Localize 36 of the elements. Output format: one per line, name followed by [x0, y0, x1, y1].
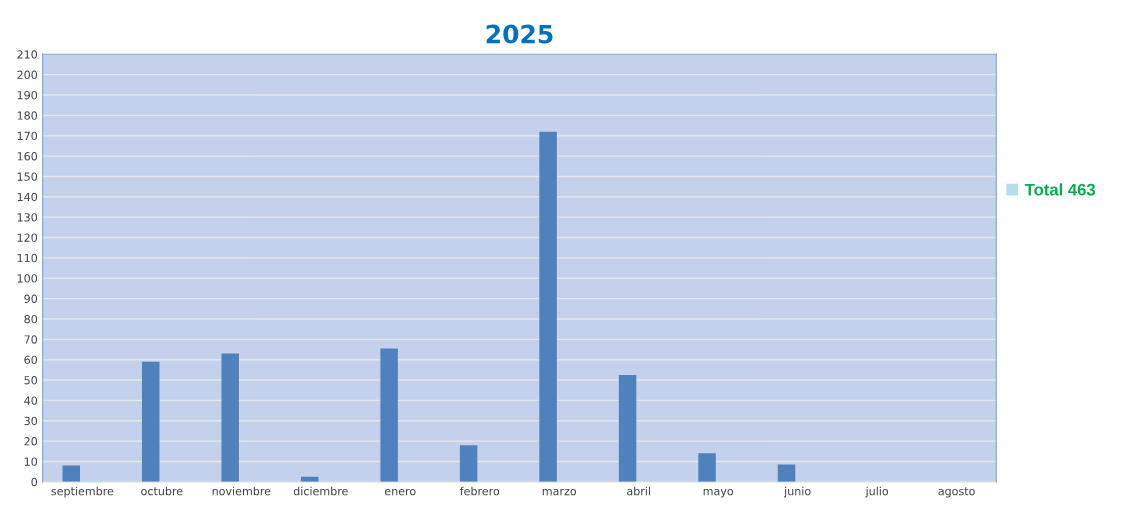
y-tick-label: 100	[17, 274, 38, 283]
y-tick-label: 30	[24, 416, 38, 426]
y-tick-label: 180	[17, 111, 38, 120]
y-tick-label: 80	[24, 314, 38, 324]
y-tick-label: 120	[17, 233, 38, 242]
x-tick-label: febrero	[459, 486, 500, 496]
y-tick-label: 110	[17, 253, 38, 263]
y-tick-label: 20	[24, 437, 38, 446]
x-tick-label: marzo	[542, 488, 577, 496]
y-tick-label: 50	[24, 376, 38, 385]
x-tick-label: noviembre	[212, 486, 271, 496]
x-tick-label: septiembre	[51, 486, 114, 498]
x-tick-label: enero	[384, 488, 416, 496]
y-tick-label: 0	[31, 477, 38, 487]
x-tick-label: agosto	[938, 487, 975, 498]
x-tick-label: mayo	[703, 488, 734, 498]
y-tick-label: 130	[17, 213, 38, 222]
x-tick-label: junio	[783, 486, 811, 498]
y-tick-label: 210	[17, 50, 38, 59]
chart-title: 2025	[486, 24, 553, 44]
x-tick-label: octubre	[141, 486, 183, 496]
x-tick-label: diciembre	[293, 486, 348, 496]
y-tick-label: 70	[24, 335, 38, 344]
x-tick-label: abril	[627, 486, 650, 496]
y-tick-label: 150	[17, 172, 38, 181]
y-tick-label: 60	[24, 355, 38, 365]
y-tick-label: 40	[24, 396, 38, 405]
y-tick-label: 10	[24, 457, 38, 466]
x-tick-label: julio	[865, 486, 889, 498]
y-tick-label: 160	[17, 152, 38, 161]
y-tick-label: 140	[17, 192, 38, 202]
y-tick-label: 90	[24, 294, 38, 303]
y-tick-label: 170	[17, 131, 38, 141]
y-tick-label: 190	[17, 90, 38, 100]
y-tick-label: 200	[17, 70, 38, 80]
legend-label: Total 463	[1024, 183, 1096, 196]
